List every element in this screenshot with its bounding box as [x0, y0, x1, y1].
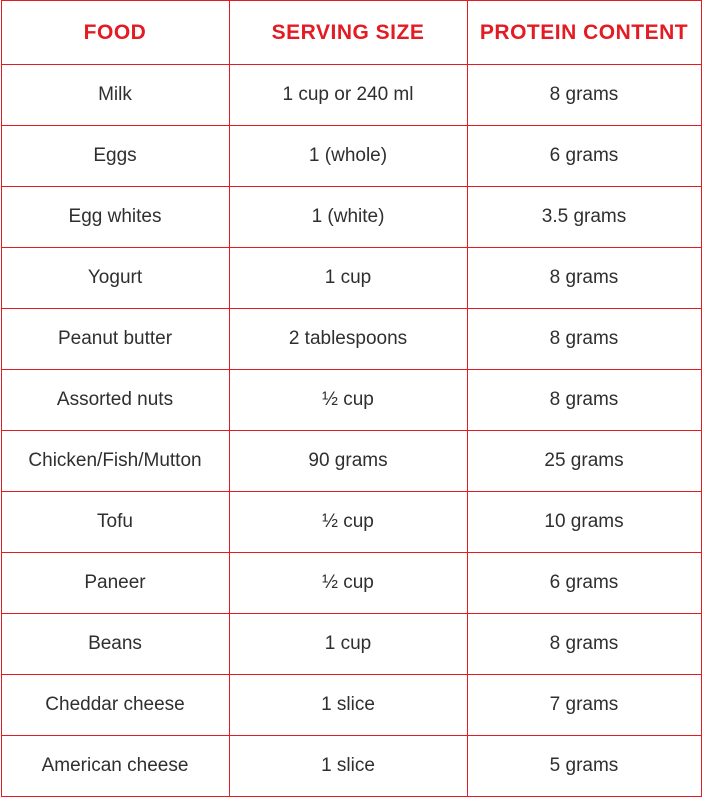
cell-food: Tofu: [1, 492, 229, 553]
cell-serving: 1 cup: [229, 248, 467, 309]
cell-protein: 8 grams: [467, 309, 701, 370]
cell-serving: ½ cup: [229, 492, 467, 553]
cell-protein: 7 grams: [467, 675, 701, 736]
cell-serving: ½ cup: [229, 370, 467, 431]
cell-protein: 6 grams: [467, 553, 701, 614]
table-row: Peanut butter2 tablespoons8 grams: [1, 309, 701, 370]
cell-food: Assorted nuts: [1, 370, 229, 431]
cell-protein: 8 grams: [467, 614, 701, 675]
header-row: FOOD SERVING SIZE PROTEIN CONTENT: [1, 1, 701, 65]
table-row: Cheddar cheese1 slice7 grams: [1, 675, 701, 736]
cell-serving: 1 cup: [229, 614, 467, 675]
cell-protein: 8 grams: [467, 248, 701, 309]
table-row: Yogurt1 cup8 grams: [1, 248, 701, 309]
cell-food: Peanut butter: [1, 309, 229, 370]
cell-serving: 1 slice: [229, 736, 467, 797]
cell-food: Beans: [1, 614, 229, 675]
cell-serving: 1 (white): [229, 187, 467, 248]
cell-food: Eggs: [1, 126, 229, 187]
cell-food: Yogurt: [1, 248, 229, 309]
table-row: Tofu½ cup10 grams: [1, 492, 701, 553]
cell-protein: 8 grams: [467, 65, 701, 126]
cell-food: American cheese: [1, 736, 229, 797]
cell-protein: 5 grams: [467, 736, 701, 797]
table-row: Eggs1 (whole)6 grams: [1, 126, 701, 187]
protein-table: FOOD SERVING SIZE PROTEIN CONTENT Milk1 …: [1, 0, 702, 797]
table-head: FOOD SERVING SIZE PROTEIN CONTENT: [1, 1, 701, 65]
cell-food: Egg whites: [1, 187, 229, 248]
table-body: Milk1 cup or 240 ml8 gramsEggs1 (whole)6…: [1, 65, 701, 797]
cell-protein: 3.5 grams: [467, 187, 701, 248]
table-row: Egg whites1 (white)3.5 grams: [1, 187, 701, 248]
cell-serving: ½ cup: [229, 553, 467, 614]
cell-protein: 25 grams: [467, 431, 701, 492]
cell-food: Cheddar cheese: [1, 675, 229, 736]
cell-serving: 90 grams: [229, 431, 467, 492]
cell-serving: 1 cup or 240 ml: [229, 65, 467, 126]
cell-food: Milk: [1, 65, 229, 126]
table-row: American cheese1 slice5 grams: [1, 736, 701, 797]
cell-food: Chicken/Fish/Mutton: [1, 431, 229, 492]
col-header-serving: SERVING SIZE: [229, 1, 467, 65]
table-row: Milk1 cup or 240 ml8 grams: [1, 65, 701, 126]
cell-serving: 1 (whole): [229, 126, 467, 187]
cell-serving: 1 slice: [229, 675, 467, 736]
table-container: FOOD SERVING SIZE PROTEIN CONTENT Milk1 …: [0, 0, 702, 797]
table-row: Assorted nuts½ cup8 grams: [1, 370, 701, 431]
col-header-protein: PROTEIN CONTENT: [467, 1, 701, 65]
table-row: Chicken/Fish/Mutton90 grams25 grams: [1, 431, 701, 492]
col-header-food: FOOD: [1, 1, 229, 65]
cell-serving: 2 tablespoons: [229, 309, 467, 370]
table-row: Paneer½ cup6 grams: [1, 553, 701, 614]
cell-protein: 8 grams: [467, 370, 701, 431]
cell-protein: 10 grams: [467, 492, 701, 553]
cell-food: Paneer: [1, 553, 229, 614]
cell-protein: 6 grams: [467, 126, 701, 187]
table-row: Beans1 cup8 grams: [1, 614, 701, 675]
